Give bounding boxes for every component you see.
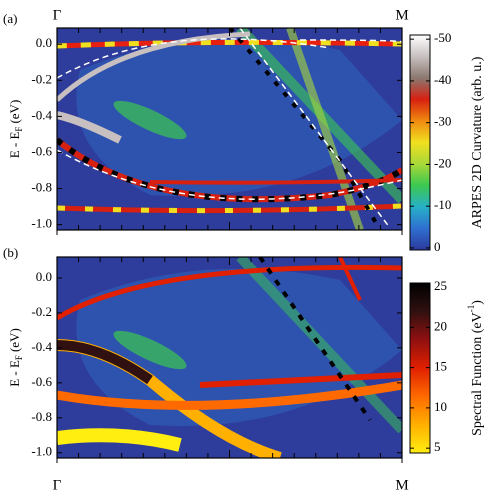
colorbar-tick-label: -20: [434, 155, 451, 170]
y-axis-label-suffix: (eV): [7, 328, 22, 352]
heatmap-image: [57, 257, 402, 458]
colorbar-tick-label: -10: [434, 197, 451, 212]
y-tick-label: -0.6: [31, 143, 52, 158]
y-axis-label-subscript: F: [14, 127, 24, 132]
x-tick-label: Γ: [53, 477, 62, 493]
y-tick-label: -0.8: [31, 409, 52, 424]
colorbar-tick-label: 0: [434, 239, 441, 254]
y-tick-label: -0.4: [31, 339, 52, 354]
y-tick-label: -0.2: [31, 71, 52, 86]
x-tick-label: Γ: [53, 7, 62, 23]
colorbar-tick-label: 10: [434, 399, 447, 414]
y-tick-label: -0.2: [31, 304, 52, 319]
colorbar-label-superscript: -1: [466, 305, 476, 313]
heatmap-image: [57, 28, 402, 230]
colorbar-tick-label: -30: [434, 114, 451, 129]
colorbar-label-text: ARPES 2D Curvature (arb. u.): [470, 56, 485, 228]
panel-label: (b): [3, 245, 18, 260]
x-tick-label: M: [395, 7, 408, 23]
y-tick-label: 0.0: [36, 35, 52, 50]
y-axis-label-subscript: F: [14, 355, 24, 360]
colorbar-label: Spectral Function (eV-1): [466, 300, 485, 436]
y-axis-label-text: E - E: [7, 132, 22, 159]
colorbar-tick-label: 25: [434, 278, 447, 293]
colorbar-label: ARPES 2D Curvature (arb. u.): [470, 56, 485, 228]
colorbar-tick-label: 20: [434, 318, 447, 333]
x-tick-label: M: [395, 477, 408, 493]
y-axis-label: E - EF (eV): [7, 100, 24, 159]
y-tick-label: -1.0: [31, 216, 52, 231]
colorbar-tick-label: 15: [434, 359, 447, 374]
y-tick-label: -0.4: [31, 107, 52, 122]
y-axis-label-text: E - E: [7, 360, 22, 387]
y-tick-label: 0.0: [36, 269, 52, 284]
y-tick-label: -0.6: [31, 374, 52, 389]
colorbar-tick-label: -50: [434, 30, 451, 45]
colorbar-label-suffix: ): [470, 300, 485, 305]
panel-label: (a): [3, 11, 17, 26]
colorbar: [409, 34, 431, 251]
colorbar-tick-label: 5: [434, 439, 441, 454]
colorbar-tick-label: -40: [434, 72, 451, 87]
y-axis-label-suffix: (eV): [7, 100, 22, 124]
colorbar-label-text: Spectral Function (eV: [470, 312, 485, 436]
y-tick-label: -1.0: [31, 444, 52, 459]
y-tick-label: -0.8: [31, 180, 52, 195]
y-axis-label: E - EF (eV): [7, 328, 24, 387]
